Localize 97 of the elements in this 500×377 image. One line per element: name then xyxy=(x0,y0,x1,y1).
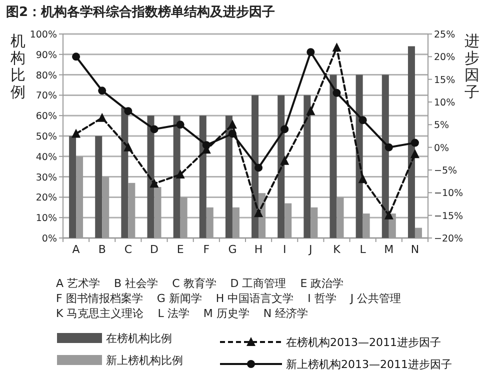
x-tick-label: A xyxy=(72,243,80,256)
y2-axis-title: 进步因子 xyxy=(464,32,480,101)
text: H 中国语言文学 xyxy=(216,292,294,305)
point xyxy=(124,142,133,152)
point xyxy=(254,164,263,172)
y-tick-label: 100% xyxy=(30,30,57,40)
text: M 历史学 xyxy=(203,307,250,320)
legend-label: 新上榜机构比例 xyxy=(106,354,183,367)
bar xyxy=(408,46,415,238)
x-tick-label: E xyxy=(176,243,184,256)
text: 新上榜机构2013—2011进步因子 xyxy=(286,358,452,371)
y2-tick-label: 20% xyxy=(434,52,456,64)
point xyxy=(72,128,81,138)
text: C 教育学 xyxy=(172,277,216,290)
bar xyxy=(382,74,389,238)
bar xyxy=(330,74,337,238)
y2-tick-label: −10% xyxy=(434,188,464,200)
text: K 马克思主义理论 xyxy=(56,307,144,320)
point xyxy=(410,138,419,147)
text: J 公共管理 xyxy=(349,292,402,305)
point xyxy=(254,208,264,218)
text: A 艺术学 xyxy=(56,277,100,290)
y-tick-label: 60% xyxy=(36,111,57,122)
y2-tick-label: −5% xyxy=(434,166,458,176)
text: B 社会学 xyxy=(114,277,158,290)
y-tick-label: 90% xyxy=(36,50,57,61)
point xyxy=(280,156,290,165)
chart-title: 图2：机构各学科综合指数榜单结构及进步因子 xyxy=(6,4,276,20)
bar xyxy=(304,95,311,238)
point xyxy=(358,174,368,184)
point xyxy=(176,120,184,129)
y-axis-title: 机构比例 xyxy=(10,32,26,101)
point xyxy=(98,86,106,95)
text: D 工商管理 xyxy=(230,277,286,290)
bar xyxy=(278,95,285,238)
point xyxy=(98,112,107,122)
y-tick-label: 40% xyxy=(36,152,57,163)
y2-tick-label: −20% xyxy=(434,234,464,244)
y2-tick-label: 0% xyxy=(434,142,450,154)
y2-tick-label: 15% xyxy=(434,74,456,86)
point xyxy=(384,210,394,220)
bar xyxy=(356,74,363,238)
point xyxy=(306,48,315,56)
bar xyxy=(199,116,206,238)
x-tick-label: J xyxy=(308,243,312,256)
x-tick-label: N xyxy=(410,243,420,256)
text: N 经济学 xyxy=(263,307,308,320)
x-tick-label: L xyxy=(360,243,367,256)
point xyxy=(280,125,289,134)
bar xyxy=(147,116,154,238)
point xyxy=(202,141,210,150)
x-tick-label: G xyxy=(228,243,237,256)
point xyxy=(410,149,420,158)
x-tick-label: F xyxy=(203,243,210,256)
point xyxy=(384,143,393,152)
point xyxy=(332,88,341,97)
y-tick-label: 50% xyxy=(36,132,57,142)
bar xyxy=(252,95,259,238)
y-tick-label: 20% xyxy=(36,192,57,204)
point xyxy=(306,106,316,116)
text: F 图书情报档案学 xyxy=(56,292,143,305)
bar xyxy=(121,107,128,238)
y-tick-label: 0% xyxy=(42,234,57,244)
x-tick-label: M xyxy=(384,243,394,256)
x-tick-label: K xyxy=(333,243,342,256)
y-tick-label: 70% xyxy=(36,90,57,102)
point xyxy=(228,120,237,129)
point xyxy=(150,178,159,188)
point xyxy=(358,116,367,124)
bar xyxy=(173,116,180,238)
x-tick-label: I xyxy=(282,243,286,256)
text: 在榜机构2013—2011进步因子 xyxy=(286,336,441,349)
x-tick-label: B xyxy=(98,243,106,256)
y2-tick-label: −15% xyxy=(434,210,464,222)
y2-tick-label: 25% xyxy=(434,30,456,40)
y-tick-label: 80% xyxy=(36,70,57,82)
y-tick-label: 10% xyxy=(36,213,57,224)
point xyxy=(150,125,158,134)
y2-tick-label: 10% xyxy=(434,98,456,108)
bar xyxy=(69,136,76,238)
text: I 哲学 xyxy=(308,292,336,305)
y2-tick-label: 5% xyxy=(434,120,450,132)
bar xyxy=(95,136,102,238)
legend-label: 在榜机构比例 xyxy=(106,332,172,345)
text: E 政治学 xyxy=(300,277,344,290)
bar xyxy=(225,116,232,238)
point xyxy=(72,52,80,61)
y-tick-label: 30% xyxy=(36,172,57,184)
point xyxy=(176,170,185,179)
point xyxy=(228,130,236,138)
x-tick-label: C xyxy=(124,243,132,256)
text: G 新闻学 xyxy=(156,292,202,305)
point xyxy=(332,42,342,52)
x-tick-label: H xyxy=(254,243,263,256)
x-tick-label: D xyxy=(150,243,158,256)
text: L 法学 xyxy=(158,307,190,320)
point xyxy=(124,107,132,116)
